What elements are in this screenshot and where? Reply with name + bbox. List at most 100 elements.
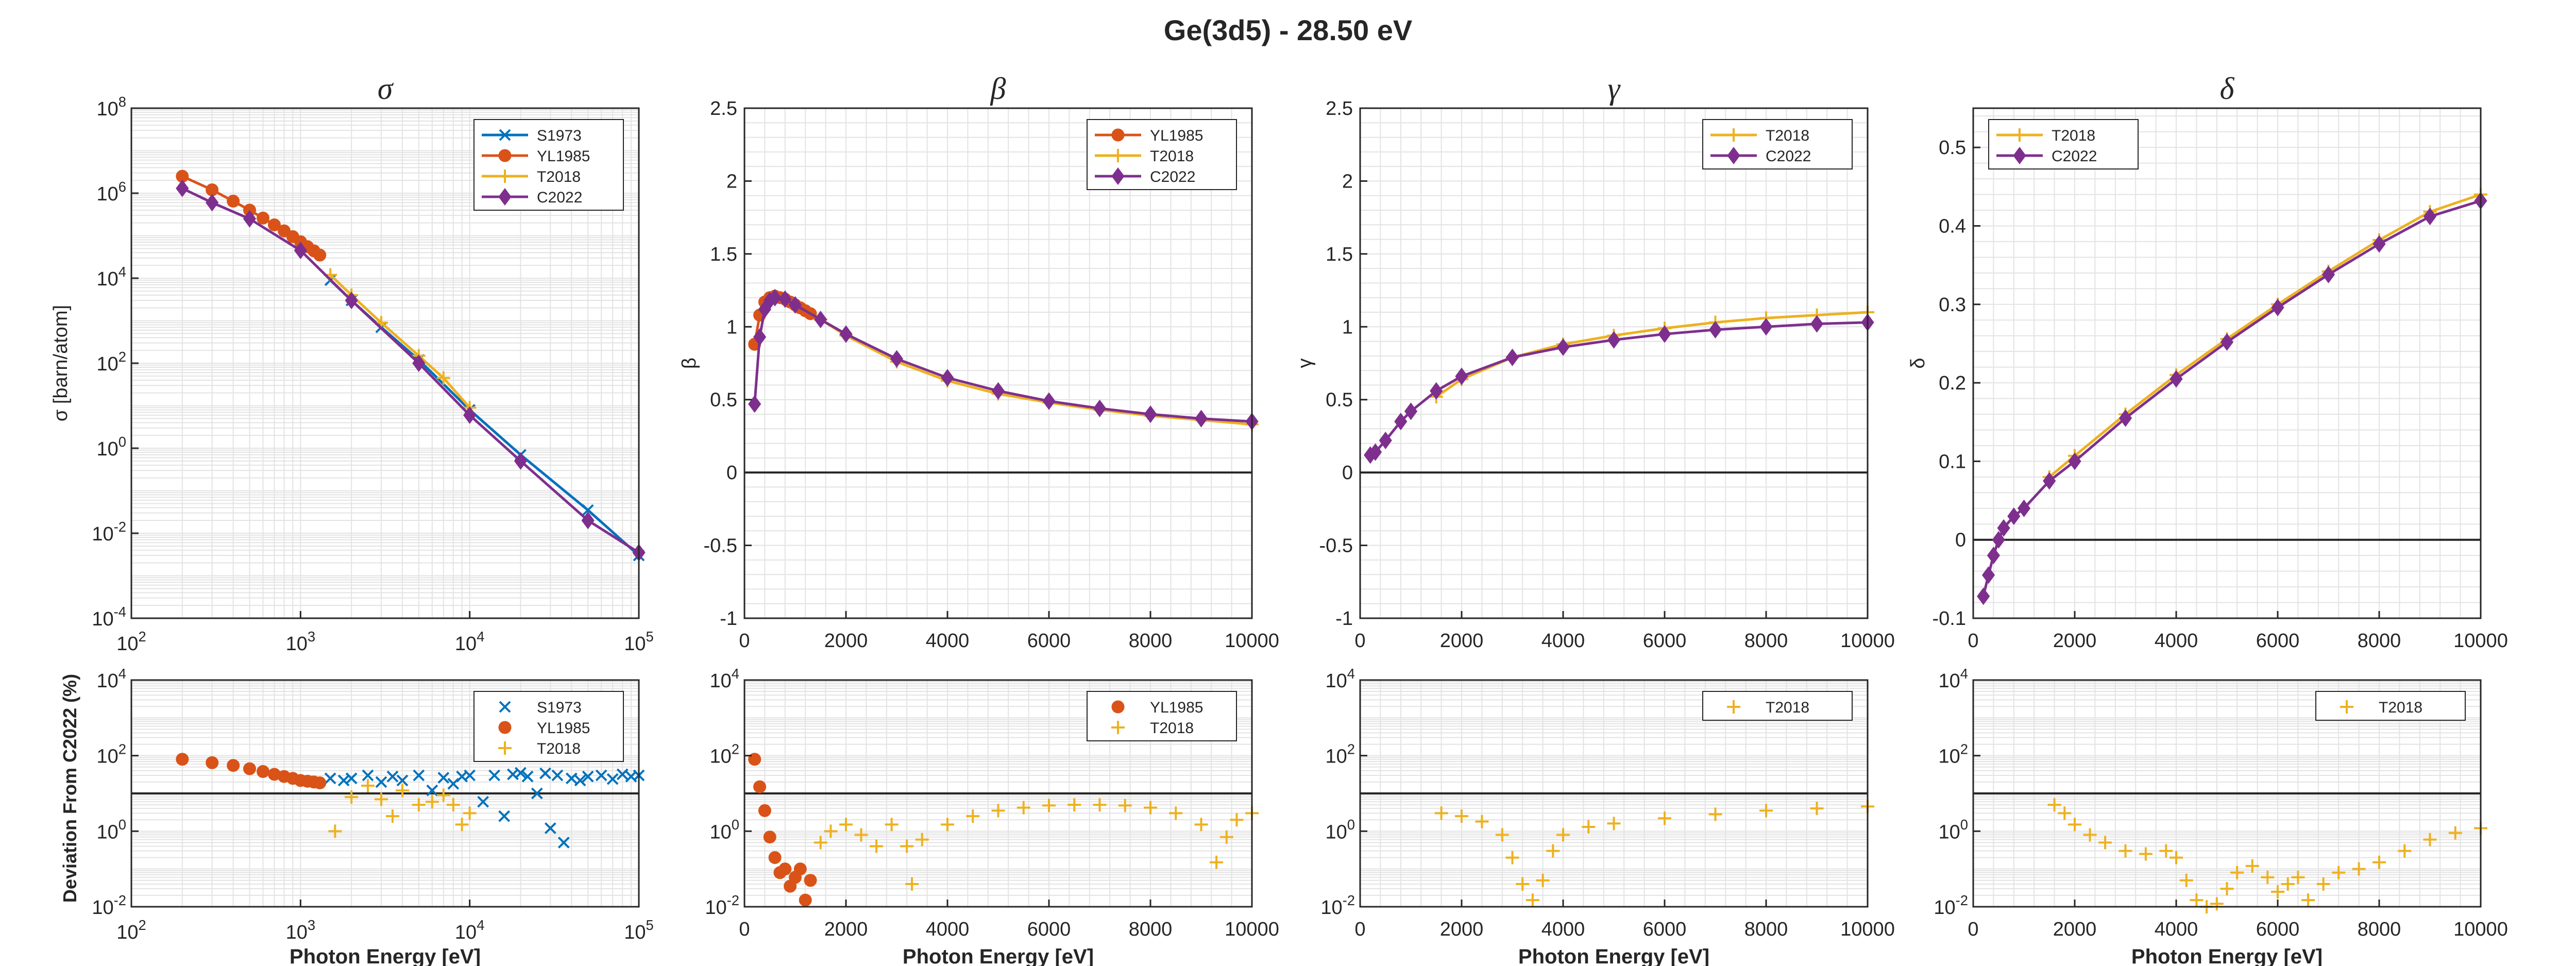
legend-delta: T2018 C2022: [1988, 119, 2139, 170]
x-tick-label: 4000: [1541, 919, 1585, 940]
legend-label-T2018: T2018: [1150, 148, 1194, 165]
data-point-S1973: [582, 770, 594, 783]
x-tick-label: 0: [1354, 919, 1365, 940]
legend-marker-C2022: [1111, 167, 1125, 185]
x-tick-label: 10000: [1225, 919, 1279, 940]
x-tick-label: 103: [286, 629, 316, 655]
data-point-C2022: [2372, 235, 2386, 253]
axes-box-dev_beta: [743, 679, 1253, 908]
data-point-T2018: [436, 371, 450, 385]
x-tick-label: 104: [455, 629, 485, 655]
data-point-S1973: [345, 772, 358, 785]
data-point-T2018: [463, 806, 477, 820]
data-point-S1973: [574, 774, 586, 787]
data-point-T2018: [1475, 815, 1489, 828]
legend-label-C2022: C2022: [537, 189, 582, 206]
data-point-T2018: [2098, 836, 2112, 850]
grid-dev_gamma: [1360, 680, 1868, 907]
data-point-T2018: [1658, 811, 1671, 825]
axes-box-dev_gamma: [1359, 679, 1869, 908]
data-point-S1973: [595, 769, 607, 782]
data-point-T2018: [425, 795, 439, 809]
data-point-C2022: [991, 382, 1005, 400]
data-point-YL1985: [256, 765, 269, 778]
grid-sigma: [131, 108, 639, 619]
data-point-T2018: [2372, 855, 2386, 869]
data-point-T2018: [2230, 866, 2244, 879]
x-tick-label: 4000: [926, 630, 970, 652]
data-point-T2018: [2261, 870, 2275, 884]
panel-dev_beta: 0 2000 4000 6000 8000 10000 10-2 100 102 104 Photo…: [705, 666, 1279, 966]
x-tick-label: 2000: [1440, 630, 1484, 652]
data-point-T2018: [854, 828, 868, 842]
x-tick-label: 4000: [1541, 630, 1585, 652]
axes-box-dev_delta: [1972, 679, 2482, 908]
grid-gamma: [1360, 108, 1868, 618]
data-point-T2018: [1434, 806, 1448, 820]
legend-dev_sigma: S1973 YL1985 T2018: [473, 691, 624, 762]
data-point-S1973: [616, 768, 629, 781]
x-tick-label: 6000: [2256, 919, 2300, 940]
data-point-T2018: [2316, 877, 2330, 891]
legend-label-T2018: T2018: [2052, 127, 2095, 144]
data-point-T2018: [2301, 893, 2315, 907]
data-point-T2018: [2083, 828, 2097, 842]
data-point-T2018: [2159, 844, 2173, 858]
y-tick-label: 100: [1326, 817, 1355, 843]
data-point-C2022: [243, 210, 257, 228]
x-tick-label: 105: [624, 917, 654, 943]
legend-marker-YL1985: [1111, 700, 1125, 714]
data-point-T2018: [1016, 801, 1030, 815]
data-point-S1973: [539, 767, 551, 779]
legend-marker-T2018: [2340, 700, 2353, 714]
y-tick-label: 10-2: [92, 892, 126, 919]
data-point-C2022: [788, 296, 802, 314]
legend-sigma: S1973 YL1985 T2018 C2022: [473, 119, 624, 211]
y-tick-label: 10-2: [705, 892, 739, 919]
data-point-T2018: [1118, 799, 1132, 812]
legend-label-T2018: T2018: [1150, 720, 1194, 737]
data-point-S1973: [437, 772, 450, 784]
y-tick-label: 1.5: [710, 244, 737, 265]
series-dev_beta-YL1985: [748, 753, 817, 907]
x-tick-label: 8000: [1744, 630, 1788, 652]
data-point-T2018: [374, 792, 388, 806]
data-point-T2018: [1067, 798, 1081, 812]
data-point-T2018: [1556, 828, 1570, 842]
y-tick-label: 1: [726, 316, 737, 338]
x-tick-label: 0: [1354, 630, 1365, 652]
data-point-T2018: [2047, 798, 2061, 812]
legend-gamma: T2018 C2022: [1702, 119, 1853, 170]
data-point-C2022: [2220, 333, 2234, 351]
data-point-S1973: [551, 769, 564, 782]
data-point-YL1985: [176, 753, 189, 766]
y-tick-label: 104: [1939, 666, 1969, 692]
data-point-YL1985: [256, 211, 269, 225]
y-tick-label: -0.5: [704, 535, 737, 557]
data-point-T2018: [1516, 877, 1530, 891]
data-point-YL1985: [313, 248, 327, 262]
y-tick-label: 0: [726, 462, 737, 484]
data-point-T2018: [2423, 833, 2437, 846]
legend-marker-T2018: [1727, 128, 1740, 142]
legend-marker-YL1985: [498, 721, 512, 734]
legend-beta: YL1985 T2018 C2022: [1087, 119, 1237, 190]
data-point-T2018: [1708, 807, 1722, 821]
data-point-YL1985: [243, 762, 256, 775]
data-point-YL1985: [227, 194, 240, 208]
x-tick-label: 8000: [2358, 919, 2401, 940]
data-point-C2022: [753, 328, 767, 346]
legend-box: [1087, 691, 1237, 741]
data-point-C2022: [1997, 519, 2010, 537]
y-tick-label: 0.5: [710, 389, 737, 411]
data-point-C2022: [1987, 547, 2001, 565]
y-tick-label: 106: [97, 179, 127, 205]
legend-marker-T2018: [1727, 700, 1740, 714]
data-point-C2022: [768, 289, 782, 307]
x-tick-label: 8000: [1129, 919, 1173, 940]
y-tick-label: 100: [97, 817, 127, 843]
y-tick-label: 102: [97, 349, 127, 375]
x-tick-label: 2000: [2053, 630, 2097, 652]
